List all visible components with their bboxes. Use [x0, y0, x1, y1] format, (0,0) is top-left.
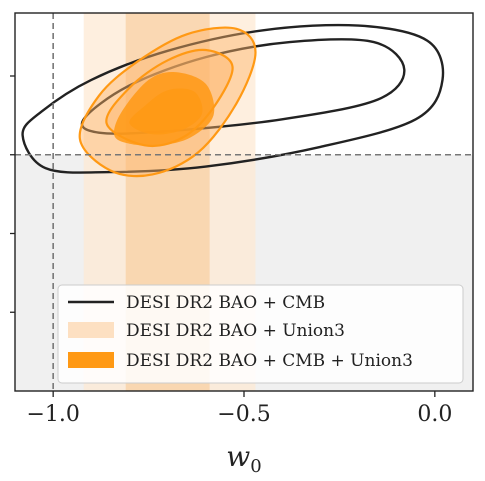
- legend-entry-label: DESI DR2 BAO + CMB: [126, 293, 325, 313]
- x-tick-label: 0.0: [417, 402, 452, 427]
- legend-patch-swatch: [68, 352, 114, 368]
- y-ticks: [10, 75, 15, 313]
- series-2: [113, 71, 215, 146]
- contour-68pct: [129, 88, 203, 135]
- contour-95pct: [21, 23, 445, 174]
- legend: DESI DR2 BAO + CMB DESI DR2 BAO + Union3…: [57, 284, 464, 384]
- legend-entry-label: DESI DR2 BAO + CMB + Union3: [126, 351, 413, 371]
- x-tick-label: −1.0: [26, 402, 79, 427]
- x-tick-label: −0.5: [217, 402, 270, 427]
- legend-box: [57, 284, 464, 384]
- contours-layer: [21, 23, 445, 178]
- legend-entry-label: DESI DR2 BAO + Union3: [126, 321, 345, 341]
- reference-lines-layer: [15, 13, 473, 391]
- x-ticks: −1.0 −0.5 0.0: [26, 391, 452, 427]
- x-axis-title: w0: [226, 440, 261, 477]
- legend-patch-swatch: [68, 322, 114, 338]
- plot-area: [15, 13, 473, 391]
